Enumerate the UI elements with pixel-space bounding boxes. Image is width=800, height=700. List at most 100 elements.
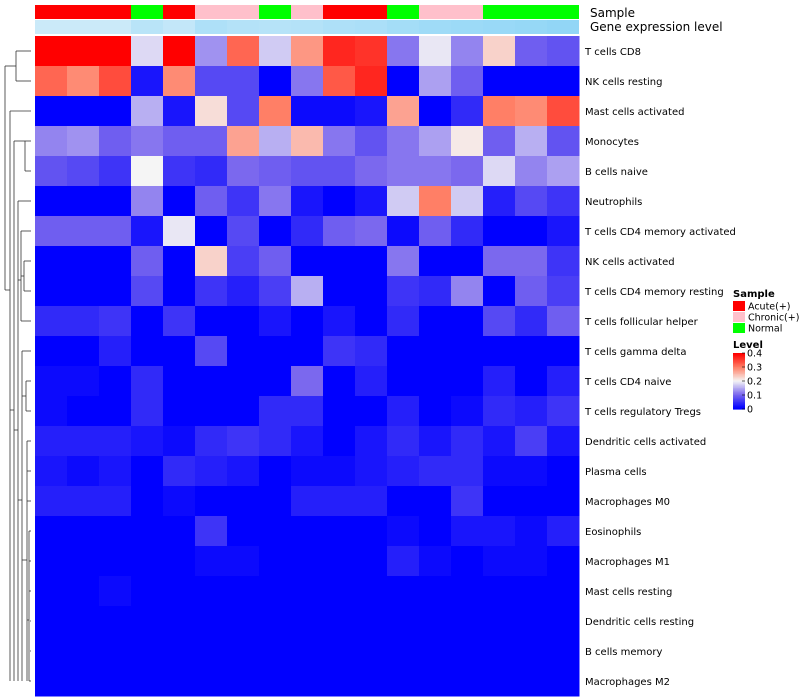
heatmap-cell [227,486,260,517]
heatmap-cell [99,126,132,157]
heatmap-cell [451,396,484,427]
legend-level-gradient-step [733,368,745,371]
sample-annotation-cell [99,5,131,19]
heatmap-cell [163,156,196,187]
heatmap-cell [483,36,516,67]
heatmap-cell [163,546,196,577]
heatmap-cell [99,366,132,397]
heatmap-cell [291,426,324,457]
heatmap-cell [67,186,100,217]
heatmap-cell [195,216,228,247]
legend-level-gradient-step [733,378,745,381]
heatmap-cell [547,96,580,127]
gene-expression-annotation-cell [163,20,195,34]
legend-level-scale: 0.4 0.3 0.2 0.1 0 [733,349,762,416]
heatmap-cell [163,666,196,697]
sample-annotation-cell [259,5,291,19]
row-labels: T cells CD8 NK cells resting Mast cells ac… [584,47,736,688]
heatmap-cell [547,426,580,457]
heatmap-cell [131,366,164,397]
heatmap-cell [35,126,68,157]
heatmap-cell [227,516,260,547]
row-label: B cells naive [585,167,648,178]
heatmap-cell [67,66,100,97]
heatmap-cell [67,636,100,667]
heatmap-cell [99,396,132,427]
heatmap-cell [227,576,260,607]
heatmap-cell [451,486,484,517]
heatmap-cell [547,126,580,157]
heatmap-cell [195,456,228,487]
heatmap-cell [483,156,516,187]
heatmap-cell [259,306,292,337]
heatmap-cell [387,546,420,577]
row-label: Dendritic cells activated [585,437,706,448]
heatmap-cell [547,456,580,487]
heatmap-cell [131,516,164,547]
heatmap-cell [323,366,356,397]
legend-sample-swatch [733,312,745,322]
legend-sample-label: Acute(+) [748,302,791,313]
heatmap-cell [515,336,548,367]
heatmap-cell [419,636,452,667]
heatmap-cell [483,366,516,397]
heatmap-cell [451,126,484,157]
heatmap-cell [323,486,356,517]
row-label: Monocytes [585,137,639,148]
legend-level-gradient-step [733,386,745,389]
sample-annotation-cell [67,5,99,19]
heatmap-cell [227,366,260,397]
heatmap-cell [547,156,580,187]
row-label: Macrophages M1 [585,557,670,568]
heatmap-cell [259,96,292,127]
heatmap-cell [547,246,580,277]
heatmap-cell [227,306,260,337]
heatmap-cell [355,336,388,367]
heatmap-cell [131,126,164,157]
heatmap-cell [131,276,164,307]
heatmap-cell [355,576,388,607]
heatmap-cell [99,186,132,217]
heatmap-cell [99,336,132,367]
row-label: Macrophages M2 [585,677,670,688]
heatmap-cell [387,156,420,187]
heatmap-cell [355,636,388,667]
heatmap-cell [99,516,132,547]
legend-level-tick-label: 0.2 [747,377,762,388]
heatmap-cell [547,66,580,97]
heatmap-cell [451,366,484,397]
heatmap-cell [195,306,228,337]
heatmap-cell [387,336,420,367]
heatmap-cell [483,96,516,127]
heatmap-cell [387,246,420,277]
heatmap-cell [35,636,68,667]
heatmap-cell [323,426,356,457]
heatmap-cell [323,216,356,247]
heatmap-cell [195,486,228,517]
heatmap-cell [35,186,68,217]
heatmap-cell [387,66,420,97]
sample-annotation-cell [131,5,163,19]
heatmap-cell [515,36,548,67]
heatmap-cell [515,546,548,577]
heatmap-cell [291,516,324,547]
heatmap-cell [131,546,164,577]
heatmap-cell [195,36,228,67]
legend-level-gradient-step [733,354,745,357]
heatmap-cell [291,246,324,277]
heatmap-cell [67,546,100,577]
heatmap-cell [547,516,580,547]
heatmap-cell [323,606,356,637]
heatmap-cell [131,666,164,697]
heatmap-cell [259,66,292,97]
heatmap-cell [387,426,420,457]
heatmap-cell [483,606,516,637]
legend-level-gradient-step [733,358,745,361]
legend-sample-items: Acute(+)Chronic(+)Normal [733,301,799,335]
heatmap-cell [163,66,196,97]
heatmap-cell [419,666,452,697]
heatmap-cell [419,66,452,97]
heatmap-cell [483,336,516,367]
heatmap-cell [515,96,548,127]
gene-expression-annotation-cell [387,20,419,34]
